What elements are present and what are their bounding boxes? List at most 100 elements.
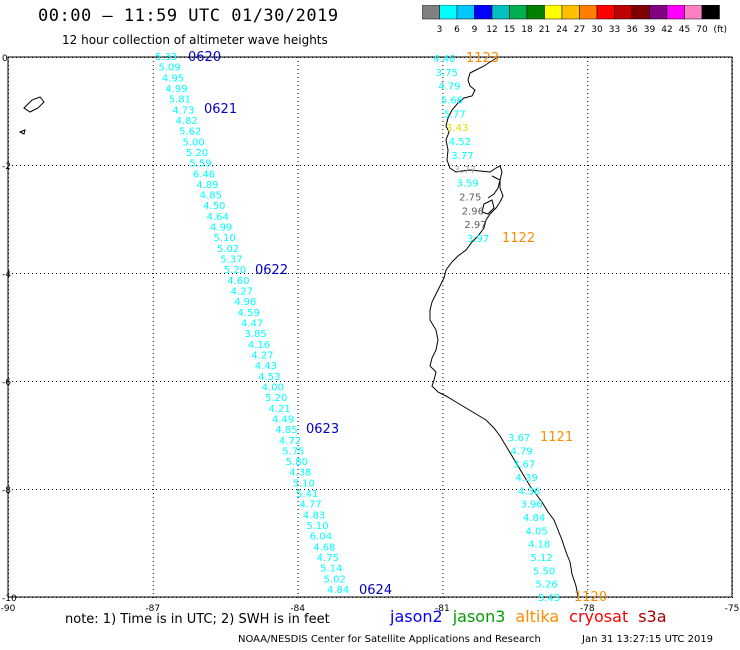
wave-height-value: 4.68: [313, 542, 335, 553]
wave-height-value: 4.89: [196, 180, 218, 191]
satellite-jason3: jason3: [452, 607, 506, 626]
legend-value: 45: [679, 25, 690, 35]
wave-height-value: 5.41: [296, 489, 318, 500]
wave-height-value: 4.83: [303, 510, 325, 521]
legend-value: 6: [454, 25, 460, 35]
legend-value: 70: [696, 25, 708, 35]
wave-height-value: 4.79: [438, 82, 460, 93]
galapagos-island: [23, 96, 45, 113]
wave-height-value: 4.59: [238, 308, 260, 319]
x-tick-label: -78: [580, 604, 595, 614]
wave-height-value: 4.77: [299, 500, 321, 511]
time-label-0622: 0622: [255, 263, 288, 278]
wave-height-value: 4.99: [165, 84, 187, 95]
wave-height-value: 5.02: [324, 574, 346, 585]
wave-height-value: 2.75: [459, 192, 481, 203]
wave-height-value: 5.33: [155, 52, 177, 63]
legend-value: 18: [521, 25, 533, 35]
wave-height-value: 3.96: [521, 500, 543, 511]
altimeter-track-south-coast: 3.67 4.79 3.67 4.39 4.36 3.96 4.84 4.05 4.18 5.12…: [508, 433, 560, 604]
y-tick-label: -8: [2, 486, 11, 496]
wave-height-value: 4.73: [172, 105, 194, 116]
legend-value: 30: [591, 25, 603, 35]
wave-height-value: 5.66: [441, 96, 463, 107]
wave-height-value: 5.62: [179, 127, 201, 138]
galapagos-islet: [18, 129, 26, 135]
time-label-0624: 0624: [359, 583, 392, 598]
map-subtitle: 12 hour collection of altimeter wave hei…: [62, 33, 328, 47]
lat-lon-grid: [8, 57, 733, 598]
wave-height-value: 4.38: [289, 468, 311, 479]
x-tick-label: -84: [290, 604, 305, 614]
wave-height-value: 4.64: [207, 212, 229, 223]
wave-height-value: 4.39: [516, 473, 538, 484]
wave-height-value: 5.10: [306, 521, 328, 532]
wave-height-value: 4.43: [255, 361, 277, 372]
time-label-1120: 1120: [574, 590, 607, 605]
wave-height-value: 5.09: [158, 63, 180, 74]
color-scale-legend: 3 6 9 12 15 18 21 24 27 30 33 36 39 42 45 70 (ft): [422, 5, 728, 35]
satellite-cryosat: cryosat: [569, 607, 629, 626]
satellite-altika: altika: [515, 607, 560, 626]
time-label-1123: 1123: [466, 51, 499, 66]
wave-height-value: 5.14: [320, 564, 342, 575]
wave-height-value: 4.46: [433, 54, 455, 65]
time-label-0621: 0621: [204, 102, 237, 117]
legend-value: 12: [486, 25, 497, 35]
wave-height-value: 5.37: [220, 255, 242, 266]
legend-value: 3: [437, 25, 443, 35]
wave-height-value: 6.46: [193, 169, 215, 180]
wave-height-value: 5.20: [186, 148, 208, 159]
wave-height-value: 5.00: [183, 137, 205, 148]
wave-height-value: 5.59: [189, 159, 211, 170]
wave-height-value: 5.43: [538, 593, 560, 604]
time-label-1122: 1122: [502, 231, 535, 246]
wave-height-value: 4.50: [203, 201, 225, 212]
time-label-0620: 0620: [188, 50, 221, 65]
footer-note: note: 1) Time is in UTC; 2) SWH is in fe…: [65, 612, 330, 627]
altimeter-track-west: 5.335.094.954.995.814.734.825.625.005.20…: [155, 52, 349, 596]
island: [481, 199, 495, 215]
wave-height-value: 4.75: [317, 553, 339, 564]
y-tick-label: -2: [2, 162, 11, 172]
axis-ticks: -90 -87 -84 -81 -78 -75 0 -2 -4 -6 -8 -10: [1, 54, 740, 614]
wave-height-value: 3.67: [508, 433, 530, 444]
wave-height-value: 2.97: [464, 220, 486, 231]
wave-height-value: 3.97: [467, 234, 489, 245]
legend-value: 36: [626, 25, 638, 35]
wave-height-value: 3.75: [436, 68, 458, 79]
wave-height-value: 3.77: [454, 165, 476, 176]
wave-height-value: 4.98: [234, 297, 256, 308]
legend-value: 33: [609, 25, 620, 35]
wave-height-value: 4.18: [528, 540, 550, 551]
time-label-1121: 1121: [540, 430, 573, 445]
satellite-legend: jason2 jason3 altika cryosat s3a: [390, 607, 677, 626]
x-tick-label: -75: [725, 604, 740, 614]
wave-height-value: 5.10: [213, 233, 235, 244]
wave-height-value: 5.10: [293, 478, 315, 489]
wave-height-value: 5.20: [265, 393, 287, 404]
legend-swatch: [701, 5, 720, 20]
legend-value: 42: [661, 25, 672, 35]
time-label-0623: 0623: [306, 422, 339, 437]
legend-value: 27: [574, 25, 585, 35]
legend-value: 39: [644, 25, 656, 35]
x-tick-label: -81: [435, 604, 450, 614]
wave-height-value: 3.43: [446, 123, 468, 134]
y-tick-label: -6: [2, 378, 11, 388]
x-tick-label: -87: [145, 604, 160, 614]
y-tick-label: 0: [2, 54, 8, 64]
wave-height-value: 4.84: [327, 585, 349, 596]
legend-value: 15: [504, 25, 515, 35]
wave-height-value: 3.85: [244, 329, 266, 340]
map-title: 00:00 — 11:59 UTC 01/30/2019: [38, 6, 339, 26]
wave-height-value: 5.50: [533, 566, 555, 577]
wave-height-value: 4.84: [523, 513, 545, 524]
wave-height-value: 4.85: [275, 425, 297, 436]
legend-unit: (ft): [714, 25, 728, 35]
wave-height-value: 4.21: [269, 404, 291, 415]
wave-height-value: 4.05: [526, 526, 548, 537]
wave-height-value: 5.12: [531, 553, 553, 564]
wave-height-value: 4.82: [176, 116, 198, 127]
